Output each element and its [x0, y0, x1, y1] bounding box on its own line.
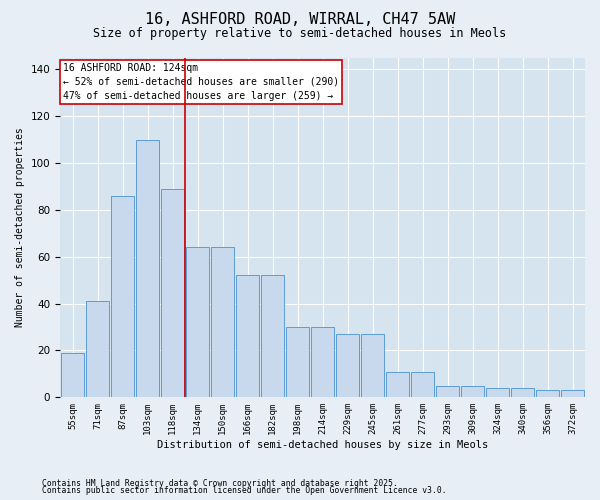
- Text: Contains HM Land Registry data © Crown copyright and database right 2025.: Contains HM Land Registry data © Crown c…: [42, 478, 398, 488]
- Bar: [211, 248, 235, 398]
- Bar: [485, 388, 509, 398]
- Bar: [86, 301, 109, 398]
- Bar: [361, 334, 385, 398]
- Bar: [286, 327, 310, 398]
- Bar: [436, 386, 460, 398]
- Bar: [185, 248, 209, 398]
- Text: 16 ASHFORD ROAD: 124sqm
← 52% of semi-detached houses are smaller (290)
47% of s: 16 ASHFORD ROAD: 124sqm ← 52% of semi-de…: [62, 62, 339, 100]
- Bar: [61, 353, 85, 398]
- Text: 16, ASHFORD ROAD, WIRRAL, CH47 5AW: 16, ASHFORD ROAD, WIRRAL, CH47 5AW: [145, 12, 455, 28]
- Bar: [461, 386, 484, 398]
- Bar: [236, 276, 259, 398]
- Bar: [511, 388, 535, 398]
- Bar: [260, 276, 284, 398]
- Bar: [335, 334, 359, 398]
- Bar: [110, 196, 134, 398]
- Text: Contains public sector information licensed under the Open Government Licence v3: Contains public sector information licen…: [42, 486, 446, 495]
- Bar: [536, 390, 559, 398]
- Text: Size of property relative to semi-detached houses in Meols: Size of property relative to semi-detach…: [94, 28, 506, 40]
- Y-axis label: Number of semi-detached properties: Number of semi-detached properties: [15, 128, 25, 328]
- Bar: [560, 390, 584, 398]
- Bar: [410, 372, 434, 398]
- Bar: [136, 140, 160, 398]
- Bar: [161, 188, 184, 398]
- Bar: [386, 372, 409, 398]
- Bar: [311, 327, 334, 398]
- X-axis label: Distribution of semi-detached houses by size in Meols: Distribution of semi-detached houses by …: [157, 440, 488, 450]
